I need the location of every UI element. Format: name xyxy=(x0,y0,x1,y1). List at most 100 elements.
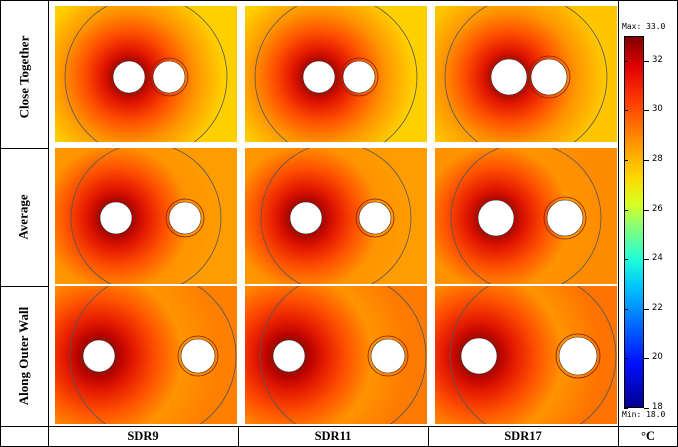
colorbar-tick-label: 26 xyxy=(652,204,663,214)
col-label-sdr17: SDR17 xyxy=(504,429,542,443)
colorbar-tick xyxy=(644,259,649,260)
hot-pipe-wall xyxy=(457,334,501,378)
cold-pipe xyxy=(558,336,598,376)
borehole-outline xyxy=(444,6,608,142)
col-label-unit: °C xyxy=(640,429,656,443)
cold-pipe xyxy=(342,60,376,94)
hot-pipe-wall xyxy=(96,198,136,238)
borehole-outline xyxy=(450,148,602,284)
hot-pipe-wall xyxy=(109,57,149,97)
panel-along-outer-wall-sdr17 xyxy=(435,286,617,424)
colorbar-tick xyxy=(644,210,649,211)
colorbar-tick xyxy=(644,358,649,359)
hot-pipe-wall xyxy=(269,336,309,376)
hot-pipe-wall xyxy=(487,55,531,99)
row-label-average: Average xyxy=(15,194,31,240)
cold-pipe xyxy=(168,201,202,235)
borehole-outline xyxy=(449,286,617,424)
colorbar-tick xyxy=(624,358,628,359)
panel-along-outer-wall-sdr11 xyxy=(245,286,427,424)
colorbar-tick xyxy=(644,110,649,111)
hot-pipe-wall xyxy=(79,336,119,376)
cold-pipe-wall xyxy=(543,196,587,240)
borehole-outline xyxy=(70,148,222,284)
colorbar-tick xyxy=(624,259,628,260)
heat-gradient xyxy=(245,6,427,142)
colorbar-tick xyxy=(624,110,628,111)
grid-line xyxy=(48,0,49,447)
panel-close-together-sdr17 xyxy=(435,6,617,142)
temperature-field xyxy=(55,148,237,284)
colorbar-tick-label: 30 xyxy=(652,104,663,114)
colorbar-tick-label: 28 xyxy=(652,154,663,164)
colorbar-tick xyxy=(624,309,628,310)
panel-average-sdr17 xyxy=(435,148,617,284)
heat-gradient xyxy=(245,148,427,284)
hot-pipe xyxy=(82,339,116,373)
borehole-outline xyxy=(69,286,237,424)
panel-close-together-sdr9 xyxy=(55,6,237,142)
grid-line xyxy=(0,0,1,447)
colorbar-tick xyxy=(624,210,628,211)
heat-gradient xyxy=(55,148,237,284)
panel-average-sdr9 xyxy=(55,148,237,284)
cold-pipe xyxy=(370,338,406,374)
grid-line xyxy=(0,426,678,427)
temperature-field xyxy=(435,148,617,284)
temperature-field xyxy=(435,6,617,142)
hot-pipe xyxy=(289,201,323,235)
panel-close-together-sdr11 xyxy=(245,6,427,142)
cold-pipe xyxy=(546,199,584,237)
colorbar-tick xyxy=(644,160,649,161)
colorbar-tick-label: 18 xyxy=(652,402,663,412)
cold-pipe xyxy=(180,338,216,374)
borehole-outline xyxy=(64,6,228,142)
panel-along-outer-wall-sdr9 xyxy=(55,286,237,424)
cold-pipe-wall xyxy=(339,57,379,97)
temperature-field xyxy=(245,286,427,424)
heat-gradient xyxy=(435,148,617,284)
cold-pipe-wall xyxy=(367,335,409,377)
cold-pipe-wall xyxy=(555,333,601,379)
borehole-outline xyxy=(254,6,418,142)
col-label-sdr11: SDR11 xyxy=(314,429,352,443)
hot-pipe xyxy=(460,337,498,375)
grid-line xyxy=(428,426,429,447)
grid-line xyxy=(238,426,239,447)
cold-pipe xyxy=(152,60,186,94)
hot-pipe xyxy=(99,201,133,235)
temperature-field xyxy=(55,6,237,142)
cold-pipe-wall xyxy=(165,198,205,238)
hot-pipe xyxy=(272,339,306,373)
hot-pipe-wall xyxy=(299,57,339,97)
hot-pipe xyxy=(477,199,515,237)
hot-pipe xyxy=(490,58,528,96)
colorbar-tick-label: 32 xyxy=(652,55,663,65)
cold-pipe-wall xyxy=(149,57,189,97)
colorbar-tick xyxy=(644,309,649,310)
grid-line xyxy=(0,0,678,1)
row-label-close-together: Close Together xyxy=(16,35,32,119)
panel-average-sdr11 xyxy=(245,148,427,284)
col-label-sdr9: SDR9 xyxy=(127,429,159,443)
colorbar xyxy=(624,36,644,408)
hot-pipe-wall xyxy=(474,196,518,240)
borehole-outline xyxy=(260,148,412,284)
colorbar-tick xyxy=(624,408,628,409)
hot-pipe xyxy=(112,60,146,94)
hot-pipe-wall xyxy=(286,198,326,238)
grid-line xyxy=(0,286,48,287)
colorbar-tick-label: 24 xyxy=(652,253,663,263)
cold-pipe xyxy=(530,58,568,96)
borehole-outline xyxy=(259,286,427,424)
colorbar-max: Max: 33.0 xyxy=(622,22,666,31)
temperature-field xyxy=(55,286,237,424)
cold-pipe xyxy=(358,201,392,235)
colorbar-tick-label: 22 xyxy=(652,303,663,313)
colorbar-tick-label: 20 xyxy=(652,352,663,362)
colorbar-tick xyxy=(624,160,628,161)
heat-gradient xyxy=(55,6,237,142)
cold-pipe-wall xyxy=(527,55,571,99)
colorbar-tick xyxy=(644,408,649,409)
row-label-along-outer-wall: Along Outer Wall xyxy=(16,306,32,406)
